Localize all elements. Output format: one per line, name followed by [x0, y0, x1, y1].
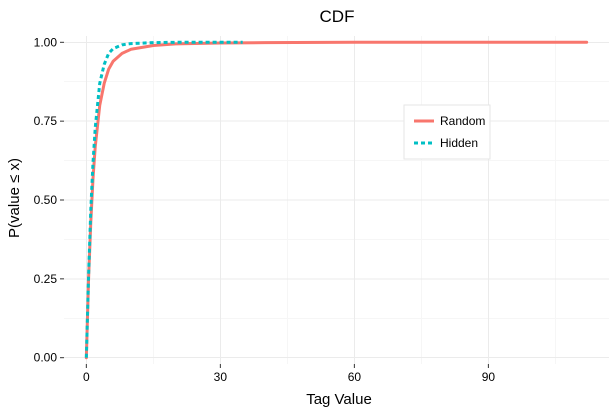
x-tick-label: 90: [482, 370, 496, 384]
y-tick-label: 0.00: [34, 351, 58, 365]
legend: Random Hidden: [403, 104, 491, 160]
y-tick-label: 0.25: [34, 272, 58, 286]
series-line-hidden: [84, 40, 243, 358]
x-tick-label: 30: [214, 370, 228, 384]
legend-label-hidden: Hidden: [440, 136, 478, 150]
y-tick-label: 0.75: [34, 114, 58, 128]
x-tick-label: 0: [83, 370, 90, 384]
y-tick-label: 1.00: [34, 35, 58, 49]
y-axis-title: P(value ≤ x): [6, 158, 23, 238]
x-tick-label: 60: [348, 370, 362, 384]
axes: 0 30 60 90 0.00 0.25 0.50 0.75 1.00: [34, 35, 496, 384]
chart-title: CDF: [320, 7, 355, 26]
series-line-random: [84, 40, 589, 360]
x-axis-title: Tag Value: [306, 391, 372, 408]
y-tick-label: 0.50: [34, 193, 58, 207]
legend-label-random: Random: [440, 114, 485, 128]
series-lines: [84, 40, 589, 360]
legend-box: [403, 104, 491, 160]
grid-lines: [64, 36, 609, 364]
